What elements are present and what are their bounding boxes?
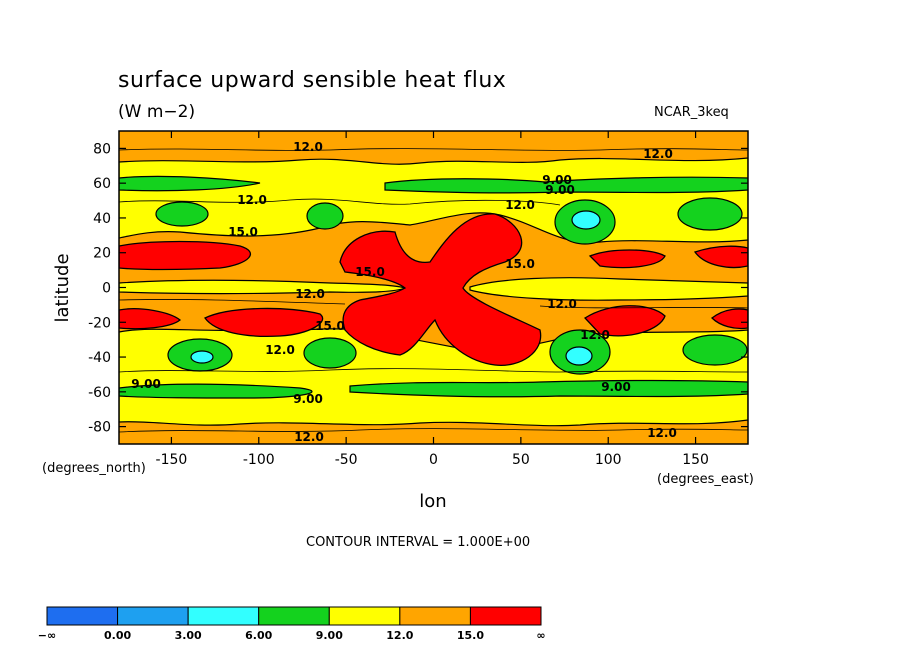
red-north-east	[588, 249, 666, 269]
contour-label: 12.0	[643, 147, 673, 161]
contour-label: 9.00	[601, 380, 631, 394]
green-band-north-east	[384, 176, 748, 194]
contour-line-4	[119, 428, 748, 433]
x-tick-label: 50	[512, 452, 530, 468]
contour-label: 12.0	[265, 343, 295, 357]
contour-line-2	[119, 198, 561, 206]
x-axis-label: lon	[419, 491, 446, 512]
green-patch-2	[306, 202, 344, 230]
contour-label: 12.0	[647, 426, 677, 440]
cyan-patch-1	[571, 210, 601, 230]
x-units-label: (degrees_east)	[657, 472, 754, 487]
contour-label: 15.0	[505, 257, 535, 271]
green-patch-6	[303, 337, 357, 369]
contour-label: 12.0	[295, 287, 325, 301]
y-tick-label: -20	[88, 315, 111, 331]
contour-line-3	[119, 368, 748, 373]
y-tick-label: -40	[88, 350, 111, 366]
x-tick-label: 150	[682, 452, 709, 468]
red-center	[339, 213, 542, 366]
x-tick-label: -50	[335, 452, 358, 468]
contour-label: 15.0	[355, 265, 385, 279]
y-tick-label: 80	[93, 141, 111, 157]
x-tick-label: 0	[429, 452, 438, 468]
y-units-label: (degrees_north)	[42, 461, 146, 476]
contour-line-6	[539, 305, 748, 309]
x-tick-label: -100	[243, 452, 275, 468]
y-tick-label: -80	[88, 420, 111, 436]
red-south-east-2	[711, 308, 748, 330]
red-south-west	[119, 308, 182, 330]
y-tick-label: 60	[93, 176, 111, 192]
green-patch-8	[682, 334, 748, 366]
x-tick-label: -150	[156, 452, 188, 468]
green-patch-1	[155, 201, 209, 227]
contour-label: 9.00	[293, 392, 323, 406]
red-north-east-2	[693, 245, 748, 269]
plot-area	[119, 131, 748, 444]
red-south-west-2	[204, 307, 324, 338]
cyan-patch-3	[565, 346, 593, 366]
contour-label: 9.00	[542, 173, 572, 187]
x-tick-label: 100	[595, 452, 622, 468]
green-patch-4	[677, 197, 743, 231]
contour-label: 12.0	[294, 430, 324, 444]
contour-interval: CONTOUR INTERVAL = 1.000E+00	[306, 535, 531, 550]
contour-label: 12.0	[237, 193, 267, 207]
y-tick-label: 0	[102, 281, 111, 297]
contour-line-5	[119, 299, 346, 305]
chart-title: surface upward sensible heat flux	[118, 68, 507, 93]
x-axis: -150 -100 -50 0 50 100 150	[156, 131, 709, 468]
contour-label: 12.0	[505, 198, 535, 212]
y-tick-label: 40	[93, 211, 111, 227]
red-north-west	[119, 240, 252, 271]
chart-units: (W m−2)	[118, 102, 196, 122]
green-band-north	[119, 175, 261, 192]
y-tick-label: 20	[93, 246, 111, 262]
contour-line-1	[119, 148, 748, 151]
contour-label: 9.00	[131, 377, 161, 391]
cyan-patch-2	[190, 350, 214, 364]
y-axis: -80 -60 -40 -20 0 20 40 60 80	[88, 141, 748, 436]
contour-label: 9.00	[545, 183, 575, 197]
contour-label: 15.0	[315, 319, 345, 333]
contour-label: 12.0	[580, 328, 610, 342]
contour-label: 15.0	[228, 225, 258, 239]
contour-label: 12.0	[293, 140, 323, 154]
green-band-south-east	[349, 379, 748, 398]
y-axis-label: latitude	[52, 253, 73, 322]
dataset-label: NCAR_3keq	[654, 105, 729, 120]
contour-label: 12.0	[547, 297, 577, 311]
y-tick-label: -60	[88, 385, 111, 401]
green-band-south	[119, 383, 313, 399]
yellow-equator-east	[469, 277, 748, 301]
